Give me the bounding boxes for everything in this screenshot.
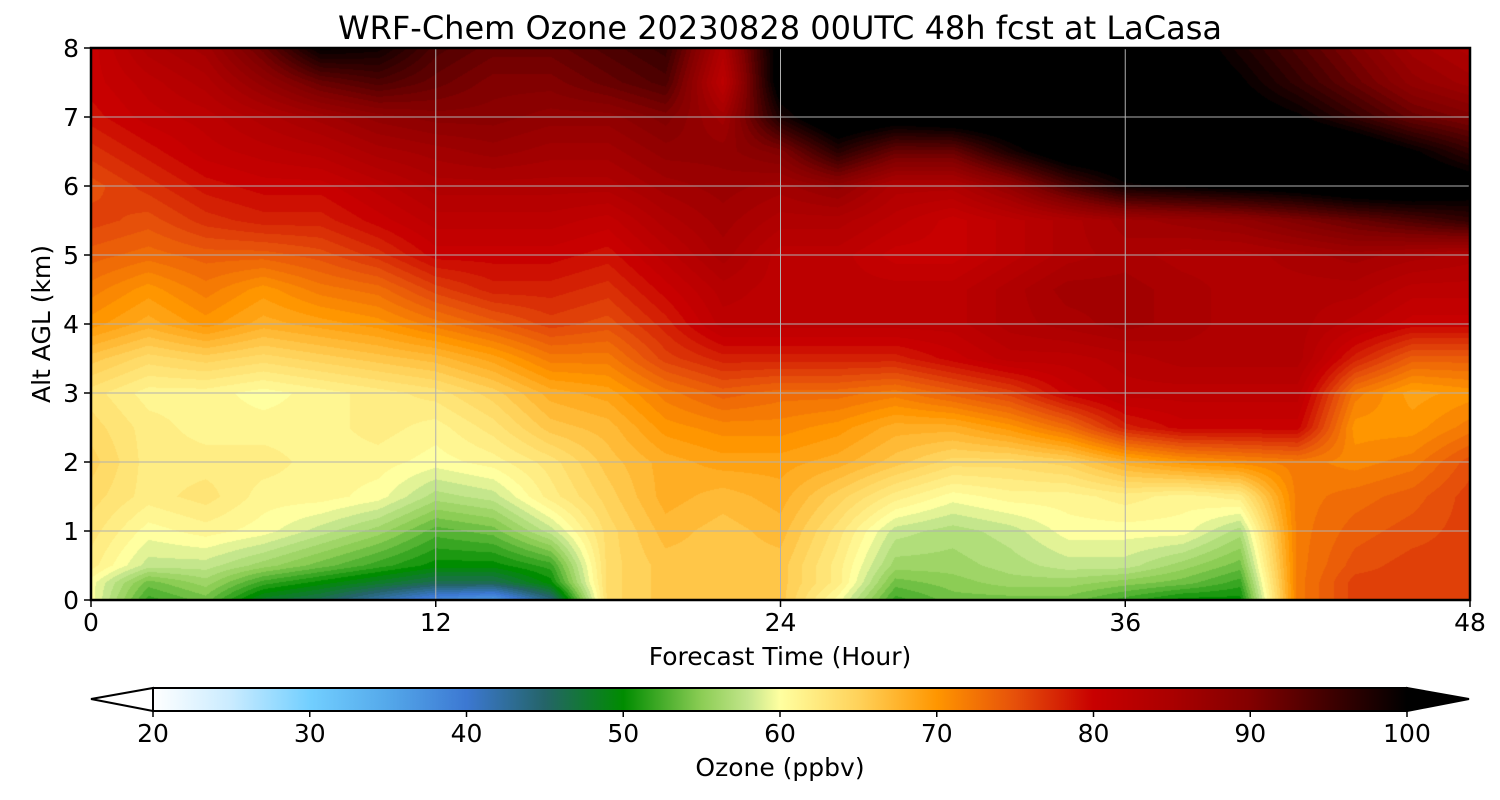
colorbar-tick-label: 20 [137,719,169,748]
y-tick-label: 0 [63,586,79,615]
y-tick-label: 5 [63,241,79,270]
grid-lines [91,48,1470,600]
y-axis-label: Alt AGL (km) [27,245,56,403]
x-tick-label: 0 [83,608,99,637]
colorbar-tick-label: 30 [294,719,326,748]
colorbar-tick-label: 60 [764,719,796,748]
colorbar-low-extension [90,686,154,713]
colorbar-tick-label: 70 [921,719,953,748]
x-tick-label: 48 [1454,608,1486,637]
colorbar-high-extension [1406,686,1470,713]
x-axis-label: Forecast Time (Hour) [649,642,912,671]
colorbar-tick-label: 90 [1234,719,1266,748]
colorbar-label: Ozone (ppbv) [695,753,864,782]
y-tick-label: 3 [63,379,79,408]
x-tick-label: 24 [765,608,797,637]
colorbar-tick-label: 80 [1078,719,1110,748]
y-tick-label: 4 [63,310,79,339]
colorbar-tick-label: 40 [451,719,483,748]
colorbar-tick-label: 100 [1383,719,1431,748]
x-tick-label: 36 [1109,608,1141,637]
colorbar-gradient [153,688,1407,711]
colorbar-tick-label: 50 [607,719,639,748]
y-tick-label: 1 [63,517,79,546]
colorbar-ticks: 20 30 40 50 60 70 80 90 100 [137,711,1431,748]
chart-title: WRF-Chem Ozone 20230828 00UTC 48h fcst a… [338,9,1222,47]
colorbar: 20 30 40 50 60 70 80 90 100 Ozone (ppbv) [90,686,1470,782]
y-axis: 0 1 2 3 4 5 6 7 8 [63,34,91,615]
y-tick-label: 2 [63,448,79,477]
y-tick-label: 6 [63,172,79,201]
x-axis: 0 12 24 36 48 [83,600,1486,637]
y-tick-label: 7 [63,103,79,132]
y-tick-label: 8 [63,34,79,63]
x-tick-label: 12 [420,608,452,637]
